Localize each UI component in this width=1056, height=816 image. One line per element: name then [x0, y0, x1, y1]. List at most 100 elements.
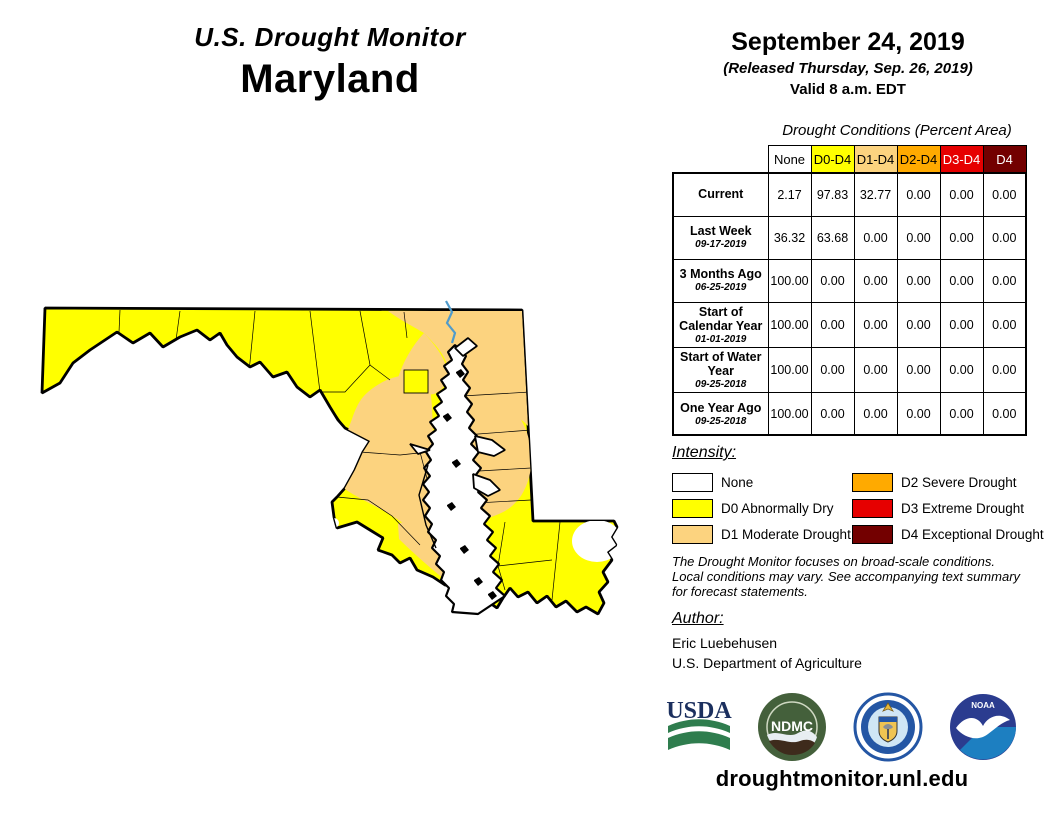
valid-time: Valid 8 a.m. EDT [790, 81, 906, 98]
chesapeake-bay [422, 344, 506, 616]
row-date: 09-17-2019 [695, 239, 747, 251]
author-name: Eric Luebehusen [672, 635, 778, 651]
cell-value: 100.00 [767, 258, 812, 303]
table-row: Last Week 09-17-2019 36.32 63.68 0.00 0.0… [672, 215, 1027, 260]
legend-title: Intensity: [672, 444, 737, 461]
cell-value: 0.00 [853, 301, 898, 348]
d3-swatch [852, 498, 893, 518]
cell-value: 0.00 [853, 215, 898, 260]
commerce-seal [853, 692, 923, 762]
row-label: Start of Calendar Year [679, 304, 763, 333]
cell-value: 0.00 [896, 172, 941, 217]
title-block: U.S. Drought Monitor Maryland [0, 22, 660, 102]
col-header-d0d4: D0-D4 [810, 145, 855, 174]
intensity-legend: Intensity: None D0 Abnormally Dry D1 Mod… [672, 444, 1044, 547]
d4-swatch [852, 524, 893, 544]
row-label: Current [698, 187, 744, 202]
table-row: One Year Ago 09-25-2018 100.00 0.00 0.00 … [672, 391, 1027, 436]
cell-value: 0.00 [982, 258, 1027, 303]
row-date: 09-25-2018 [695, 378, 747, 390]
row-date: 06-25-2019 [695, 282, 747, 294]
bay-islands [443, 369, 497, 600]
header-blank-cell [673, 145, 768, 173]
date-block: September 24, 2019 (Released Thursday, S… [658, 28, 1038, 98]
map-date: September 24, 2019 [731, 28, 965, 56]
table-row: Start of Calendar Year 01-01-2019 100.00 … [672, 301, 1027, 348]
cell-value: 100.00 [767, 391, 812, 436]
cell-value: 0.00 [810, 258, 855, 303]
svg-text:NOAA: NOAA [971, 701, 995, 710]
col-header-none: None [767, 145, 812, 174]
legend-label: D2 Severe Drought [901, 474, 1017, 490]
cell-value: 0.00 [982, 346, 1027, 393]
cell-value: 36.32 [767, 215, 812, 260]
cell-value: 0.00 [982, 301, 1027, 348]
ndmc-logo: NDMC [758, 693, 826, 761]
legend-item-d0: D0 Abnormally Dry [672, 495, 852, 521]
legend-label: D1 Moderate Drought [721, 526, 851, 542]
disclaimer-text: The Drought Monitor focuses on broad-sca… [672, 554, 1021, 599]
legend-item-d1: D1 Moderate Drought [672, 521, 852, 547]
row-label: Last Week [689, 224, 752, 239]
row-date: 01-01-2019 [695, 333, 747, 345]
table-row: Start of Water Year 09-25-2018 100.00 0.0… [672, 346, 1027, 393]
d0-swatch [672, 498, 713, 518]
usda-logo: USDA [666, 698, 732, 750]
cell-value: 0.00 [810, 391, 855, 436]
bay-inlets [409, 337, 506, 497]
state-name-title: Maryland [240, 57, 420, 101]
cell-value: 0.00 [896, 215, 941, 260]
cell-value: 0.00 [896, 346, 941, 393]
table-row: Current 2.17 97.83 32.77 0.00 0.00 0.00 [672, 172, 1027, 217]
cell-value: 0.00 [982, 172, 1027, 217]
table-caption: Drought Conditions (Percent Area) [782, 122, 1012, 139]
row-label: One Year Ago [680, 400, 762, 415]
cell-value: 0.00 [939, 391, 984, 436]
cell-value: 63.68 [810, 215, 855, 260]
drought-conditions-table: None D0-D4 D1-D4 D2-D4 D3-D4 D4 Current … [672, 145, 1027, 436]
cell-value: 0.00 [896, 258, 941, 303]
none-swatch [672, 472, 713, 492]
cell-value: 0.00 [810, 301, 855, 348]
legend-label: D3 Extreme Drought [901, 500, 1025, 516]
release-date: (Released Thursday, Sep. 26, 2019) [723, 60, 973, 77]
legend-label: D4 Exceptional Drought [901, 526, 1044, 542]
cell-value: 0.00 [939, 301, 984, 348]
cell-value: 0.00 [982, 391, 1027, 436]
cell-value: 0.00 [939, 258, 984, 303]
cell-value: 0.00 [939, 172, 984, 217]
cell-value: 0.00 [939, 215, 984, 260]
logo-row: USDA NDMC NOAA [666, 690, 1018, 764]
cell-value: 0.00 [853, 346, 898, 393]
cell-value: 0.00 [896, 301, 941, 348]
cell-value: 0.00 [853, 391, 898, 436]
table-header-row: None D0-D4 D1-D4 D2-D4 D3-D4 D4 [673, 145, 1027, 174]
d2-swatch [852, 472, 893, 492]
cell-value: 97.83 [810, 172, 855, 217]
city-boundary-box [403, 369, 429, 394]
legend-label: D0 Abnormally Dry [721, 500, 834, 516]
site-url: droughtmonitor.unl.edu [715, 766, 969, 791]
table-row: 3 Months Ago 06-25-2019 100.00 0.00 0.00 … [672, 258, 1027, 303]
noaa-logo: NOAA [950, 694, 1016, 760]
d1-swatch [672, 524, 713, 544]
cell-value: 0.00 [982, 215, 1027, 260]
cell-value: 32.77 [853, 172, 898, 217]
svg-text:NDMC: NDMC [771, 718, 813, 734]
susquehanna-river [445, 300, 457, 344]
col-header-d1d4: D1-D4 [853, 145, 898, 174]
col-header-d4: D4 [982, 145, 1027, 174]
legend-label: None [721, 474, 754, 490]
author-org: U.S. Department of Agriculture [672, 655, 862, 671]
report-title: U.S. Drought Monitor [194, 22, 466, 52]
cell-value: 0.00 [853, 258, 898, 303]
row-label: 3 Months Ago [679, 267, 762, 282]
author-block: Author: Eric Luebehusen U.S. Department … [672, 610, 1032, 671]
legend-item-none: None [672, 469, 852, 495]
cell-value: 0.00 [939, 346, 984, 393]
cell-value: 0.00 [810, 346, 855, 393]
col-header-d3d4: D3-D4 [939, 145, 984, 174]
state-outline [40, 306, 619, 616]
legend-item-d2: D2 Severe Drought [852, 469, 1030, 495]
